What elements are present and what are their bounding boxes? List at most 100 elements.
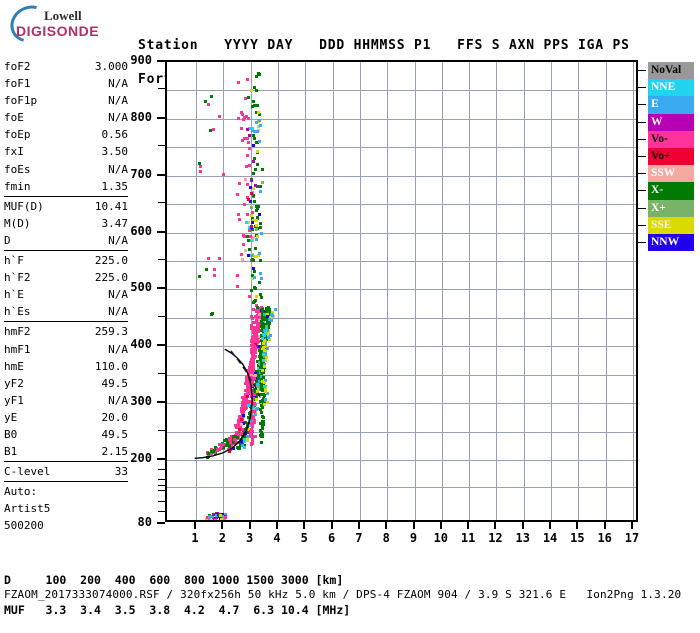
ionogram-echo-point	[247, 95, 251, 99]
legend-item-vo-[interactable]: Vo-	[648, 130, 694, 148]
legend-item-e[interactable]: E	[648, 96, 694, 114]
legend-item-x-[interactable]: X-	[648, 182, 694, 200]
legend-item-nnw[interactable]: NNW	[648, 233, 694, 252]
legend-item-vo-[interactable]: Vo+	[648, 147, 694, 166]
ionogram-echo-point	[265, 324, 269, 328]
direction-legend[interactable]: NoVal NNE E W Vo- Vo+ SSW X- X+ SSE NNW	[648, 62, 694, 252]
ionogram-echo-point	[247, 197, 251, 201]
ionogram-echo-point	[238, 218, 242, 221]
gridline-horizontal	[167, 431, 636, 433]
ionogram-echo-point	[247, 163, 251, 167]
ionogram-echo-point	[247, 434, 251, 438]
ionogram-echo-point	[209, 129, 213, 133]
param-value: 33	[114, 465, 128, 479]
ionogram-echo-point	[256, 141, 260, 145]
ionogram-echo-point	[253, 388, 257, 392]
param-key: h`E	[4, 288, 24, 302]
ionogram-echo-point	[262, 346, 266, 350]
ionogram-echo-point	[246, 213, 250, 217]
param-divider	[4, 461, 128, 463]
ionogram-echo-point	[255, 407, 259, 411]
y-tick-minor	[158, 500, 165, 502]
y-tick-minor	[158, 479, 165, 481]
ionogram-echo-point	[233, 423, 237, 427]
ionogram-echo-point	[260, 167, 264, 171]
ionogram-echo-point	[245, 234, 249, 238]
ionogram-echo-point	[256, 305, 260, 309]
ionogram-echo-point	[254, 373, 258, 377]
ionogram-echo-point	[237, 427, 241, 431]
ionogram-echo-point	[260, 410, 264, 414]
ionogram-echo-point	[261, 325, 265, 329]
ionogram-echo-point	[255, 369, 259, 373]
y-tick-major	[157, 60, 165, 62]
ionogram-echo-point	[260, 361, 264, 365]
x-tick-label: 14	[542, 531, 558, 545]
ionogram-echo-point	[244, 178, 248, 182]
y-tick-label: 500	[130, 280, 152, 295]
x-tick	[549, 522, 552, 529]
ionogram-echo-point	[252, 130, 256, 134]
ionogram-echo-point	[255, 227, 259, 231]
y-tick-minor	[158, 315, 165, 317]
ionogram-echo-point	[212, 450, 216, 454]
ionogram-echo-point	[260, 420, 264, 424]
param-row: D N/A	[4, 232, 128, 249]
legend-item-nne[interactable]: NNE	[648, 79, 694, 97]
ionogram-echo-point	[208, 514, 212, 518]
ionogram-plot-area[interactable]	[165, 60, 638, 522]
ionogram-echo-point	[249, 185, 253, 189]
ionogram-echo-point	[251, 418, 255, 422]
ionogram-echo-point	[259, 399, 263, 403]
gridline-horizontal	[167, 232, 636, 234]
ionogram-echo-point	[225, 438, 229, 442]
legend-item-sse[interactable]: SSE	[648, 216, 694, 234]
ionogram-echo-point	[260, 422, 264, 426]
ionogram-echo-point	[250, 347, 254, 351]
y-tick-label: 700	[130, 166, 152, 181]
ionogram-echo-point	[247, 238, 251, 242]
ionogram-echo-point	[263, 337, 267, 341]
ionogram-echo-point	[217, 443, 221, 447]
ionogram-echo-point	[243, 432, 247, 436]
ionogram-echo-point	[247, 146, 251, 150]
ionogram-echo-point	[233, 438, 237, 442]
gridline-vertical	[196, 62, 197, 520]
ionogram-echo-point	[257, 252, 261, 256]
y-tick-minor	[158, 202, 165, 204]
ionogram-echo-point	[230, 440, 234, 444]
param-value: N/A	[108, 233, 128, 247]
ionogram-echo-point	[237, 426, 241, 430]
legend-item-ssw[interactable]: SSW	[648, 165, 694, 183]
ionogram-echo-point	[259, 346, 263, 350]
ionogram-echo-point	[245, 196, 249, 199]
y-tick-minor	[158, 259, 165, 260]
ionogram-echo-point	[243, 116, 247, 120]
ionogram-echo-point	[245, 406, 249, 410]
ionogram-echo-point	[214, 445, 218, 449]
ionogram-echo-point	[243, 388, 247, 392]
ionogram-echo-point	[268, 317, 272, 321]
ionogram-echo-point	[263, 352, 267, 356]
ionogram-echo-point	[266, 319, 270, 323]
ionogram-echo-point	[250, 350, 254, 354]
legend-item-w[interactable]: W	[648, 113, 694, 131]
param-row: foEp 0.56	[4, 126, 128, 143]
ionogram-echo-point	[253, 393, 257, 397]
ionogram-echo-point	[254, 330, 258, 334]
ionogram-echo-point	[256, 327, 260, 331]
ionogram-echo-point	[197, 162, 201, 166]
ionogram-echo-point	[251, 362, 255, 366]
ionogram-echo-point	[262, 342, 266, 346]
legend-item-noval[interactable]: NoVal	[648, 62, 694, 80]
ionogram-echo-point	[240, 396, 244, 400]
legend-item-x-[interactable]: X+	[648, 199, 694, 217]
x-tick-label: 15	[570, 531, 585, 545]
ionogram-echo-point	[255, 88, 259, 92]
ionogram-echo-point	[237, 423, 241, 427]
ionogram-echo-point	[239, 431, 243, 435]
param-key: hmF2	[4, 325, 31, 339]
param-value: 20.0	[101, 410, 129, 424]
ionogram-echo-point	[198, 275, 202, 279]
ionogram-echo-point	[214, 518, 218, 520]
